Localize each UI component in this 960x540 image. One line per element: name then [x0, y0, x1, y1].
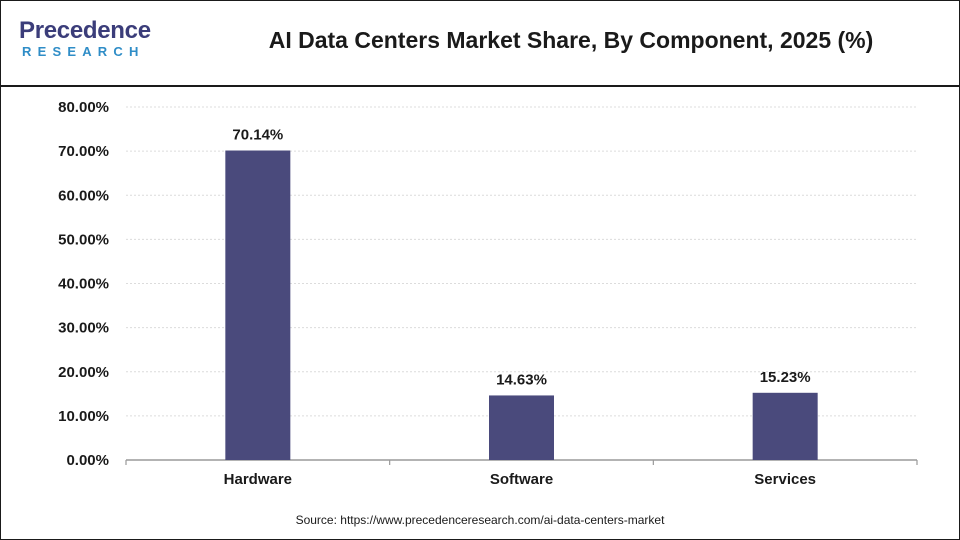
logo-secondary-text: RESEARCH [22, 44, 145, 59]
y-tick-label: 20.00% [58, 364, 109, 381]
x-tick-label: Software [490, 471, 553, 488]
chart-title: AI Data Centers Market Share, By Compone… [268, 27, 874, 53]
y-tick-label: 50.00% [58, 231, 109, 248]
x-tick-label: Hardware [224, 471, 292, 488]
y-tick-label: 70.00% [58, 143, 109, 160]
bar-software [489, 395, 554, 460]
bar-services [752, 392, 818, 460]
source-note: Source: https://www.precedenceresearch.c… [295, 513, 665, 527]
y-tick-label: 40.00% [58, 276, 109, 293]
y-tick-label: 60.00% [58, 187, 109, 204]
data-label: 70.14% [232, 127, 283, 144]
precedence-research-logo: Precedence RESEARCH [19, 17, 159, 65]
header: Precedence RESEARCH AI Data Centers Mark… [1, 1, 959, 87]
bar-hardware [225, 150, 291, 460]
y-tick-label: 80.00% [58, 99, 109, 116]
logo-primary-text: Precedence [19, 17, 151, 44]
data-label: 15.23% [760, 369, 811, 386]
x-tick-label: Services [754, 471, 816, 488]
y-tick-label: 30.00% [58, 320, 109, 337]
bar-chart: 0.00% 10.00% 20.00% 30.00% 40.00% 50.00% 60.00… [58, 99, 918, 488]
y-tick-label: 0.00% [66, 452, 109, 469]
y-tick-label: 10.00% [58, 408, 109, 425]
data-label: 14.63% [496, 371, 547, 388]
